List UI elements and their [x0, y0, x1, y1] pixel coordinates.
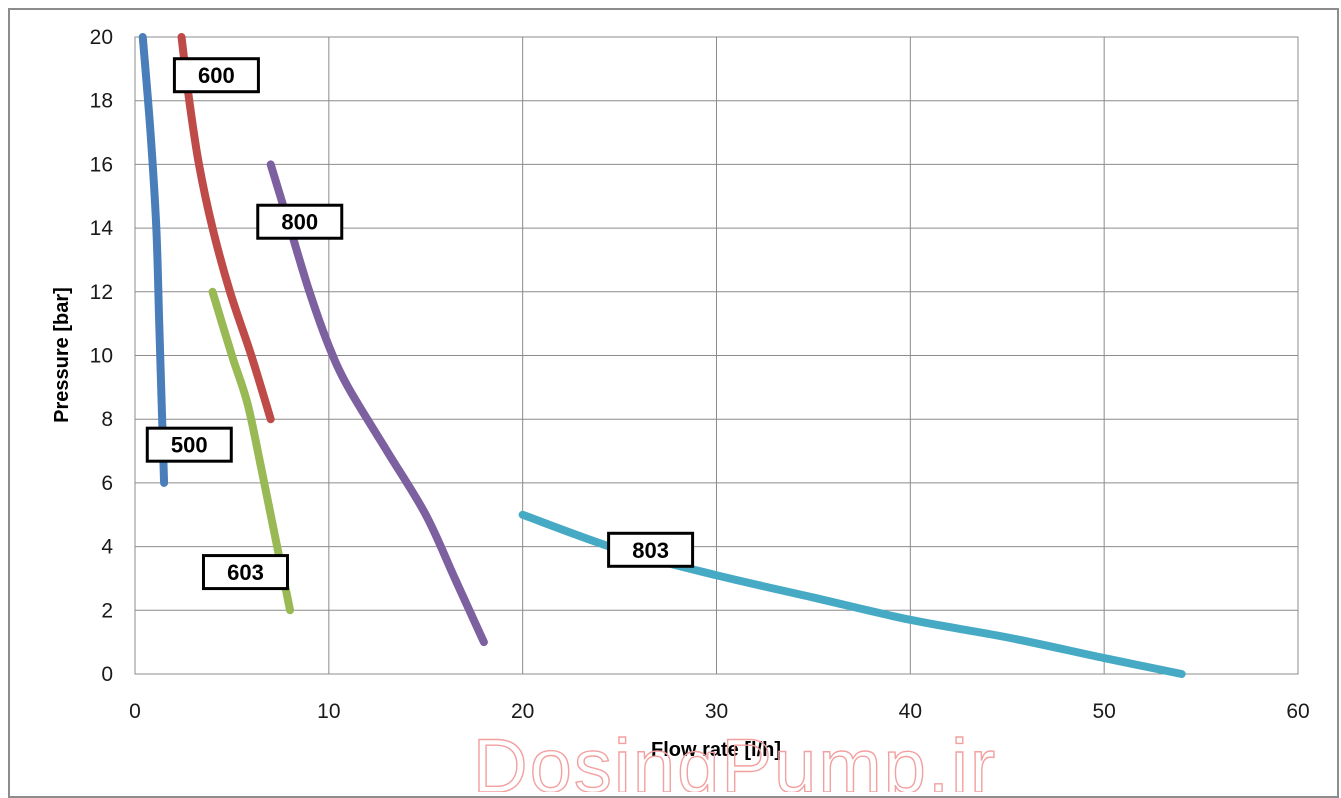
y-tick-label: 6	[101, 472, 113, 495]
series-label-800: 800	[281, 210, 318, 235]
series-label-500: 500	[171, 433, 208, 458]
series-label-box-800	[256, 203, 344, 240]
series-labels: 500 600 800 603 803	[145, 57, 695, 591]
chart-frame	[8, 8, 1339, 798]
y-tick-label: 2	[101, 599, 113, 622]
x-tick-label: 40	[899, 700, 922, 723]
y-tick-label: 16	[90, 153, 113, 176]
y-tick-label: 12	[90, 281, 113, 304]
grid	[134, 36, 1299, 675]
series-line-800	[266, 160, 488, 647]
y-tick-label: 8	[101, 408, 113, 431]
x-tick-label: 10	[317, 700, 340, 723]
series-label-box-803	[607, 531, 695, 568]
watermark-text: DosingPump.ir	[473, 724, 997, 792]
series-label-box-600	[172, 57, 260, 94]
x-axis-title: Flow rate [l/h]	[651, 739, 781, 761]
series-label-600: 600	[198, 63, 235, 88]
series-label-box-500	[145, 426, 233, 463]
y-tick-label: 10	[90, 345, 113, 368]
series-label-803: 803	[632, 538, 669, 563]
x-tick-label: 0	[129, 700, 141, 723]
x-tick-label: 20	[511, 700, 534, 723]
series-line-600	[177, 33, 275, 424]
plot-area-border	[134, 36, 1299, 675]
series-label-603: 603	[227, 560, 264, 585]
series-line-500	[138, 33, 169, 487]
y-tick-label: 18	[90, 90, 113, 113]
series-group	[138, 33, 1186, 678]
x-tick-label: 60	[1286, 700, 1309, 723]
y-tick-label: 4	[101, 536, 113, 559]
y-tick-label: 20	[90, 26, 113, 49]
y-axis-title: Pressure [bar]	[51, 287, 73, 423]
x-tick-label: 30	[705, 700, 728, 723]
y-tick-label: 14	[90, 217, 114, 240]
tick-labels: 0 2 4 6 8 10 12 14 16 18 20 0 10 20 30 40 50 60	[90, 26, 1310, 723]
x-tick-label: 50	[1092, 700, 1115, 723]
y-tick-label: 0	[101, 663, 113, 686]
series-label-box-603	[201, 554, 289, 591]
